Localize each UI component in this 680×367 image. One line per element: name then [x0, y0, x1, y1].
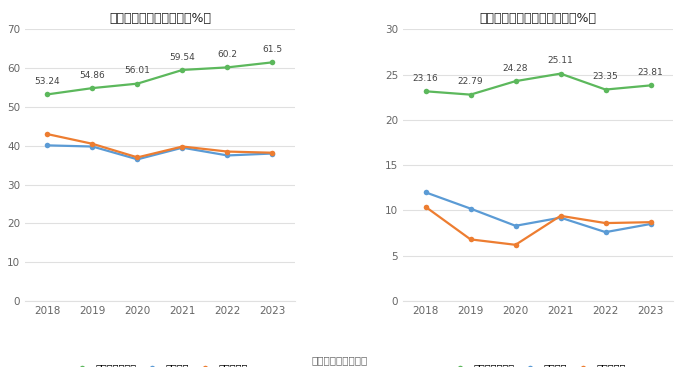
Line: 行业均値: 行业均値 — [423, 189, 653, 235]
行业均値 — [466, 206, 475, 211]
Line: 行业中位数: 行业中位数 — [45, 131, 275, 160]
Text: 23.16: 23.16 — [413, 74, 439, 83]
Line: 行业均値: 行业均値 — [45, 143, 275, 162]
Title: 近年来有息资产负倒率情况（%）: 近年来有息资产负倒率情况（%） — [479, 12, 596, 25]
Line: 有息资产负倒率: 有息资产负倒率 — [423, 71, 653, 97]
行业中位数 — [556, 214, 564, 218]
Legend: 公司资产负倒率, 行业均値, 行业中位数: 公司资产负倒率, 行业均値, 行业中位数 — [68, 360, 252, 367]
有息资产负倒率 — [556, 72, 564, 76]
行业均値 — [511, 224, 520, 228]
Text: 56.01: 56.01 — [124, 66, 150, 75]
Text: 60.2: 60.2 — [218, 50, 237, 59]
行业均値 — [44, 143, 52, 148]
Text: 24.28: 24.28 — [503, 64, 528, 73]
行业中位数 — [647, 220, 655, 224]
公司资产负倒率 — [178, 68, 186, 72]
行业均値 — [269, 151, 277, 156]
公司资产负倒率 — [88, 86, 97, 90]
Text: 22.79: 22.79 — [458, 77, 483, 86]
行业均値 — [422, 190, 430, 195]
行业中位数 — [88, 142, 97, 146]
公司资产负倒率 — [44, 92, 52, 97]
行业中位数 — [224, 149, 232, 154]
有息资产负倒率 — [466, 92, 475, 97]
Text: 59.54: 59.54 — [169, 52, 195, 62]
行业中位数 — [269, 150, 277, 155]
公司资产负倒率 — [269, 60, 277, 65]
Line: 行业中位数: 行业中位数 — [423, 204, 653, 248]
行业均値 — [178, 145, 186, 150]
行业中位数 — [44, 132, 52, 136]
行业中位数 — [602, 221, 610, 225]
行业中位数 — [511, 243, 520, 247]
行业中位数 — [133, 155, 141, 160]
Text: 23.35: 23.35 — [593, 72, 618, 81]
有息资产负倒率 — [511, 79, 520, 83]
行业中位数 — [178, 144, 186, 149]
公司资产负倒率 — [133, 81, 141, 86]
有息资产负倒率 — [422, 89, 430, 94]
行业中位数 — [422, 204, 430, 209]
公司资产负倒率 — [224, 65, 232, 70]
行业中位数 — [466, 237, 475, 241]
行业均値 — [556, 215, 564, 220]
Text: 23.81: 23.81 — [638, 68, 664, 77]
Title: 近年来资产负倒率情况（%）: 近年来资产负倒率情况（%） — [109, 12, 211, 25]
行业均値 — [133, 157, 141, 161]
Text: 数据来源：恒生聚源: 数据来源：恒生聚源 — [312, 355, 368, 365]
Line: 公司资产负倒率: 公司资产负倒率 — [45, 59, 275, 97]
行业均値 — [647, 222, 655, 226]
Text: 54.86: 54.86 — [80, 71, 105, 80]
Text: 25.11: 25.11 — [547, 56, 573, 65]
Text: 53.24: 53.24 — [35, 77, 61, 86]
有息资产负倒率 — [602, 87, 610, 92]
Text: 61.5: 61.5 — [262, 45, 283, 54]
行业均値 — [602, 230, 610, 235]
Legend: 有息资产负倒率, 行业均値, 行业中位数: 有息资产负倒率, 行业均値, 行业中位数 — [446, 360, 630, 367]
有息资产负倒率 — [647, 83, 655, 88]
行业均値 — [224, 153, 232, 158]
行业均値 — [88, 144, 97, 149]
